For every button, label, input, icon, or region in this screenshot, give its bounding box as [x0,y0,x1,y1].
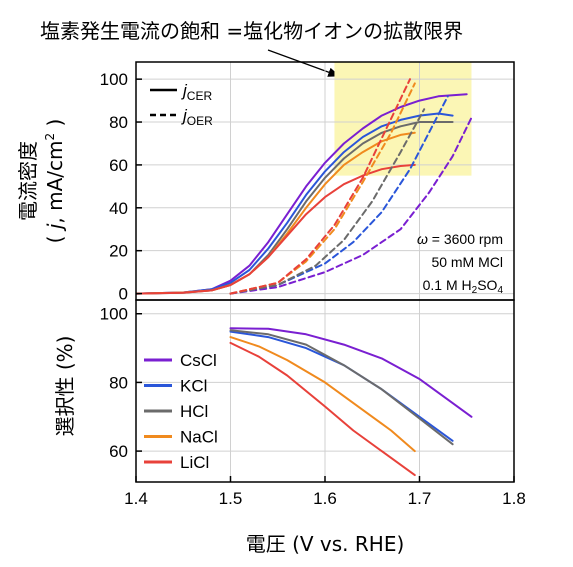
omega-value: = 3600 rpm [428,231,503,247]
top-ytick-label-4: 80 [109,113,128,132]
xtick-label-2: 1.6 [313,489,337,508]
series-selectivity-hcl [229,329,454,446]
x-axis-label: 電圧 (V vs. RHE) [246,532,405,556]
series-oer-licl [229,78,411,295]
top-panel-y-ticks: 0 20 40 60 80 100 [100,70,142,304]
series-oer-hcl [229,108,426,295]
series-oer-nacl [229,82,416,295]
legend-label-licl: LiCl [180,453,209,472]
top-ytick-label-5: 100 [100,70,128,89]
legend-label-hcl: HCl [180,402,208,421]
series-cer-licl [136,163,416,295]
bottom-panel-ticks: 60 80 100 1.4 1.5 1.6 1.7 1.8 [100,305,526,508]
series-selectivity-licl [229,341,416,477]
omega-symbol: ω [417,231,428,247]
top-ytick-label-3: 60 [109,156,128,175]
legend-label-kcl: KCl [180,377,207,396]
xtick-label-3: 1.7 [408,489,432,508]
acid-sub2: 4 [497,285,503,296]
unit-close: ) [43,119,67,133]
unit-mid: , mA/cm [43,140,67,223]
top-ytick-label-2: 40 [109,199,128,218]
legend-label-cscl: CsCl [180,351,217,370]
acid-mid: SO [477,277,497,293]
unit-open: ( [43,229,67,243]
bottom-panel-series [229,327,473,477]
top-y-axis-label-main: 電流密度 [16,141,40,221]
unit-j: j [43,223,67,232]
legend-label-nacl: NaCl [180,428,218,447]
series-selectivity-cscl [229,327,473,418]
acid-sub1: 2 [472,285,478,296]
series-oer-cscl [229,116,473,295]
top-ytick-label-0: 0 [119,285,128,304]
conditions: ω = 3600 rpm 50 mM MCl 0.1 M H2SO4 [417,231,503,296]
legend-oer-j: j [181,106,188,125]
legend-cer-j: j [181,81,188,100]
bottom-ytick-label-0: 60 [109,442,128,461]
annotation-title: 塩素発生電流の飽和 =塩化物イオンの拡散限界 [40,19,463,43]
bottom-legend: CsCl KCl HCl NaCl LiCl [144,351,218,472]
condition-acid: 0.1 M H2SO4 [423,277,504,296]
annotation-arrow [267,49,341,77]
condition-omega: ω = 3600 rpm [417,231,503,247]
bottom-y-axis-label: 選択性 (%) [53,336,77,437]
top-ytick-label-1: 20 [109,242,128,261]
series-selectivity-nacl [229,336,416,453]
legend-cer-label: jCER [181,81,212,103]
bottom-ytick-label-2: 100 [100,305,128,324]
xtick-label-1: 1.5 [219,489,243,508]
legend-oer-label: jOER [181,106,213,128]
acid-main: 0.1 M H [423,277,472,293]
unit-sup: 2 [43,133,57,141]
series-cer-kcl [136,112,454,295]
top-y-axis-label-unit: ( j, mA/cm2 ) [43,119,67,244]
top-legend: jCER jOER [150,81,213,128]
condition-concentration: 50 mM MCl [431,254,503,270]
legend-cer-sub: CER [187,89,213,103]
legend-oer-sub: OER [187,114,213,128]
bottom-ytick-label-1: 80 [109,373,128,392]
xtick-label-0: 1.4 [124,489,148,508]
top-panel-series [136,78,473,295]
xtick-label-4: 1.8 [502,489,526,508]
